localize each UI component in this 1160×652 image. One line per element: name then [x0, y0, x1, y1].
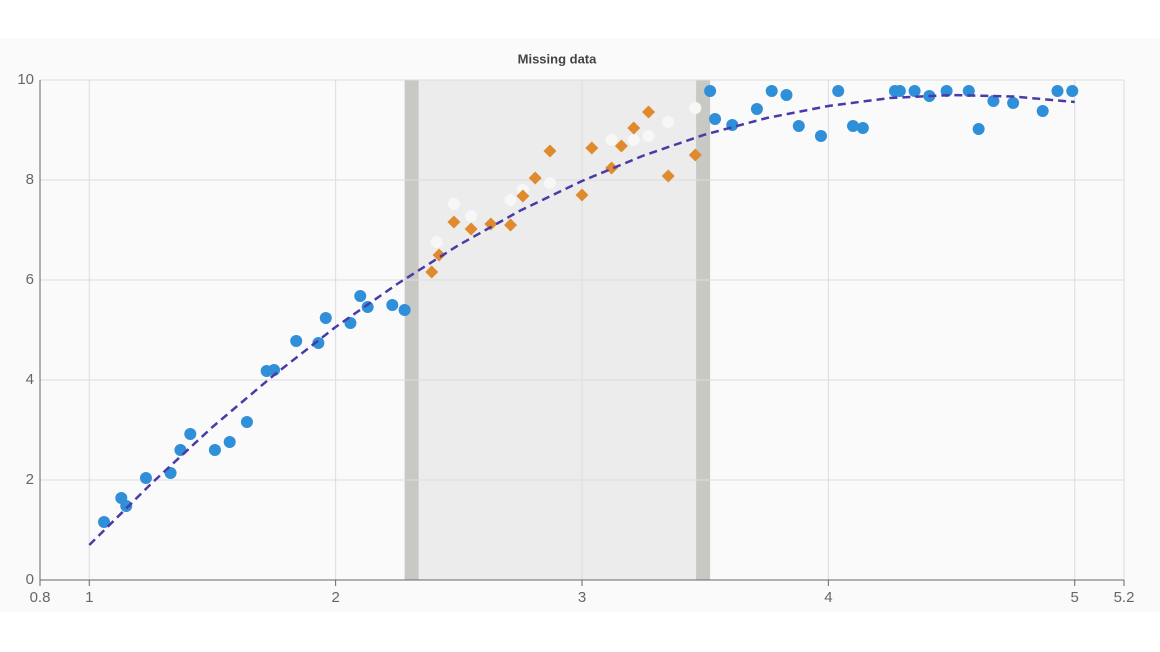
point — [430, 236, 443, 248]
diamond-point — [432, 248, 446, 262]
point — [1036, 105, 1049, 117]
point — [792, 120, 805, 132]
x-tick-label: 1 — [85, 589, 93, 606]
x-tick-label: 0.8 — [30, 589, 51, 606]
point — [139, 472, 152, 484]
point — [814, 130, 827, 142]
diamond-point — [516, 189, 530, 203]
point — [312, 337, 325, 349]
point — [642, 130, 655, 142]
point — [689, 102, 702, 114]
diamond-point — [627, 121, 641, 135]
x-tick-label: 2 — [331, 589, 339, 606]
point — [208, 444, 221, 456]
x-tick-label: 5.2 — [1114, 589, 1135, 606]
x-tick-label: 5 — [1071, 589, 1079, 606]
point — [780, 89, 793, 101]
point — [832, 85, 845, 97]
point — [543, 177, 556, 189]
point — [240, 416, 253, 428]
x-tick-label: 3 — [578, 589, 586, 606]
diamond-point — [504, 218, 518, 232]
point — [1051, 85, 1064, 97]
point — [398, 304, 411, 316]
diamond-point — [575, 188, 589, 202]
point — [972, 123, 985, 135]
diamond-point — [585, 141, 599, 155]
diamond-point — [464, 222, 478, 236]
point — [1007, 97, 1020, 109]
point — [908, 85, 921, 97]
diamond-point — [614, 139, 628, 153]
y-tick-label: 0 — [26, 571, 34, 588]
point — [940, 85, 953, 97]
fit-line — [88, 93, 1075, 546]
point — [465, 210, 478, 222]
diamond-point — [543, 144, 557, 158]
point — [184, 428, 197, 440]
point — [662, 116, 675, 128]
point — [847, 120, 859, 132]
diamond-point — [642, 105, 656, 119]
point — [354, 290, 367, 302]
y-tick-label: 4 — [26, 371, 34, 388]
y-tick-label: 6 — [26, 271, 34, 288]
chart-title: Missing data — [518, 51, 598, 66]
point — [765, 85, 778, 97]
point — [223, 436, 236, 448]
y-tick-label: 8 — [26, 171, 34, 188]
point — [856, 122, 869, 134]
point — [290, 335, 303, 347]
point — [504, 194, 517, 206]
point — [386, 299, 399, 311]
point — [120, 500, 133, 512]
diamond-point — [661, 169, 675, 183]
x-tick-label: 4 — [824, 589, 832, 606]
point — [627, 134, 640, 146]
point — [1066, 85, 1079, 97]
point — [709, 113, 722, 125]
diamond-point — [528, 171, 542, 185]
point — [987, 95, 1000, 107]
point — [319, 312, 332, 324]
point — [704, 85, 717, 97]
y-tick-label: 10 — [17, 71, 34, 88]
missing-band-inner — [418, 80, 697, 580]
diamond-point — [447, 215, 461, 229]
point — [893, 85, 906, 97]
diamond-point — [688, 148, 702, 162]
point — [98, 516, 111, 528]
point — [605, 134, 618, 146]
diamond-point — [484, 217, 498, 231]
y-tick-label: 2 — [26, 471, 34, 488]
point — [361, 301, 374, 313]
diamond-point — [425, 265, 439, 279]
point — [750, 103, 763, 115]
point — [962, 85, 975, 97]
point — [447, 198, 460, 210]
